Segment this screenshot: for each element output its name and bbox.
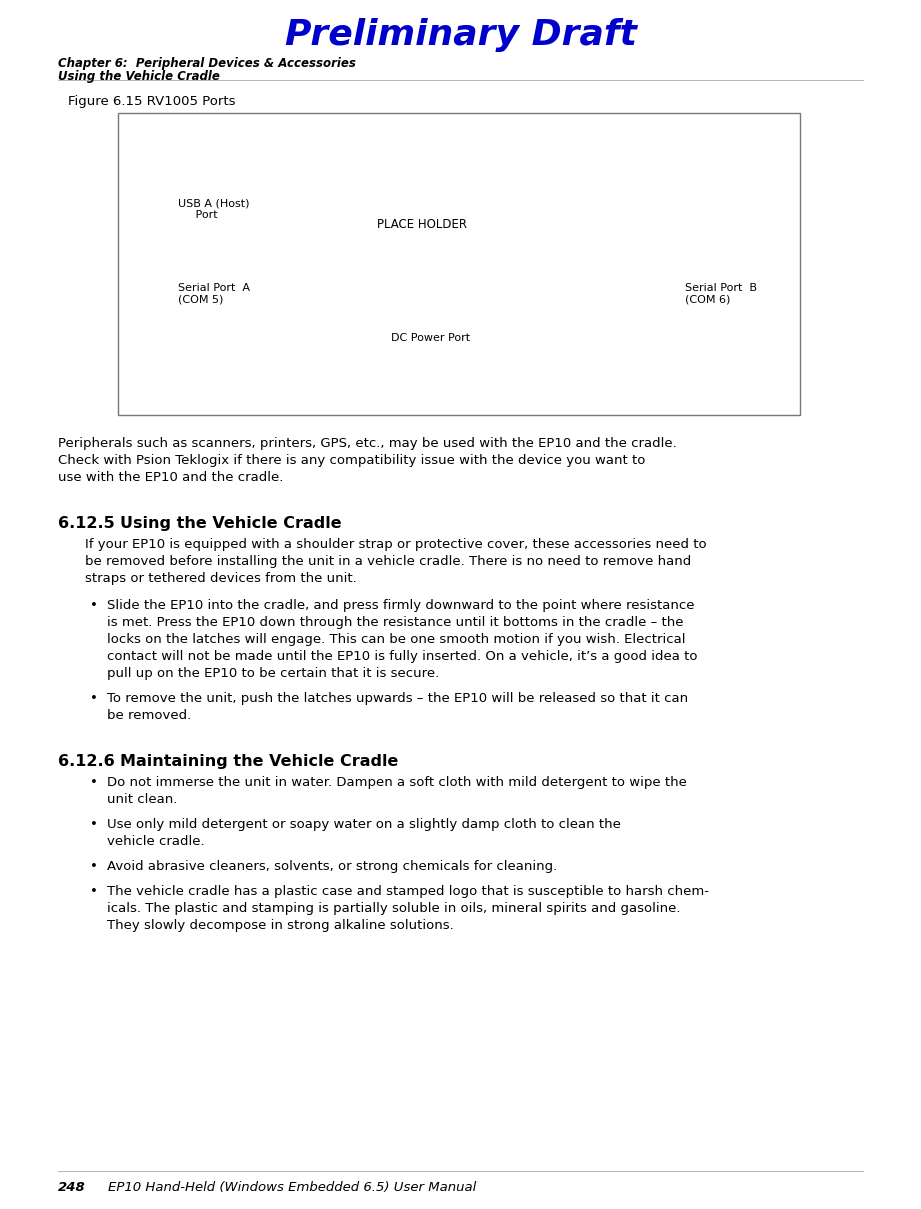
Text: be removed before installing the unit in a vehicle cradle. There is no need to r: be removed before installing the unit in… <box>85 555 692 568</box>
Text: Do not immerse the unit in water. Dampen a soft cloth with mild detergent to wip: Do not immerse the unit in water. Dampen… <box>107 776 687 789</box>
Text: They slowly decompose in strong alkaline solutions.: They slowly decompose in strong alkaline… <box>107 919 454 932</box>
Text: Serial Port  B
(COM 6): Serial Port B (COM 6) <box>685 283 757 305</box>
Text: be removed.: be removed. <box>107 708 192 722</box>
Text: straps or tethered devices from the unit.: straps or tethered devices from the unit… <box>85 572 356 585</box>
Text: To remove the unit, push the latches upwards – the EP10 will be released so that: To remove the unit, push the latches upw… <box>107 692 688 705</box>
Text: Avoid abrasive cleaners, solvents, or strong chemicals for cleaning.: Avoid abrasive cleaners, solvents, or st… <box>107 860 557 873</box>
Text: USB A (Host)
     Port: USB A (Host) Port <box>178 198 250 220</box>
Text: If your EP10 is equipped with a shoulder strap or protective cover, these access: If your EP10 is equipped with a shoulder… <box>85 538 706 551</box>
Text: contact will not be made until the EP10 is fully inserted. On a vehicle, it’s a : contact will not be made until the EP10 … <box>107 650 697 663</box>
Text: •: • <box>90 776 98 789</box>
Text: 6.12.5: 6.12.5 <box>58 516 115 531</box>
Text: Slide the EP10 into the cradle, and press firmly downward to the point where res: Slide the EP10 into the cradle, and pres… <box>107 598 694 612</box>
Text: locks on the latches will engage. This can be one smooth motion if you wish. Ele: locks on the latches will engage. This c… <box>107 634 685 646</box>
Text: 6.12.6: 6.12.6 <box>58 754 115 769</box>
Text: EP10 Hand-Held (Windows Embedded 6.5) User Manual: EP10 Hand-Held (Windows Embedded 6.5) Us… <box>108 1181 476 1194</box>
Text: is met. Press the EP10 down through the resistance until it bottoms in the cradl: is met. Press the EP10 down through the … <box>107 617 683 629</box>
Text: Preliminary Draft: Preliminary Draft <box>285 18 636 52</box>
Text: Check with Psion Teklogix if there is any compatibility issue with the device yo: Check with Psion Teklogix if there is an… <box>58 455 646 467</box>
Bar <box>118 112 800 415</box>
Text: •: • <box>90 860 98 873</box>
Text: Use only mild detergent or soapy water on a slightly damp cloth to clean the: Use only mild detergent or soapy water o… <box>107 818 621 831</box>
Text: The vehicle cradle has a plastic case and stamped logo that is susceptible to ha: The vehicle cradle has a plastic case an… <box>107 885 709 898</box>
Text: Chapter 6:  Peripheral Devices & Accessories: Chapter 6: Peripheral Devices & Accessor… <box>58 57 356 70</box>
Text: vehicle cradle.: vehicle cradle. <box>107 835 204 848</box>
Text: icals. The plastic and stamping is partially soluble in oils, mineral spirits an: icals. The plastic and stamping is parti… <box>107 902 681 915</box>
Text: Maintaining the Vehicle Cradle: Maintaining the Vehicle Cradle <box>120 754 399 769</box>
Text: unit clean.: unit clean. <box>107 793 178 806</box>
Text: Using the Vehicle Cradle: Using the Vehicle Cradle <box>120 516 342 531</box>
Text: Figure 6.15 RV1005 Ports: Figure 6.15 RV1005 Ports <box>68 96 236 108</box>
Text: •: • <box>90 818 98 831</box>
Text: 248: 248 <box>58 1181 86 1194</box>
Text: PLACE HOLDER: PLACE HOLDER <box>378 218 467 231</box>
Text: use with the EP10 and the cradle.: use with the EP10 and the cradle. <box>58 472 284 484</box>
Text: pull up on the EP10 to be certain that it is secure.: pull up on the EP10 to be certain that i… <box>107 667 439 679</box>
Text: Serial Port  A
(COM 5): Serial Port A (COM 5) <box>178 283 250 305</box>
Text: •: • <box>90 598 98 612</box>
Text: Using the Vehicle Cradle: Using the Vehicle Cradle <box>58 70 220 83</box>
Text: Peripherals such as scanners, printers, GPS, etc., may be used with the EP10 and: Peripherals such as scanners, printers, … <box>58 436 677 450</box>
Text: DC Power Port: DC Power Port <box>391 332 470 343</box>
Text: •: • <box>90 885 98 898</box>
Text: •: • <box>90 692 98 705</box>
